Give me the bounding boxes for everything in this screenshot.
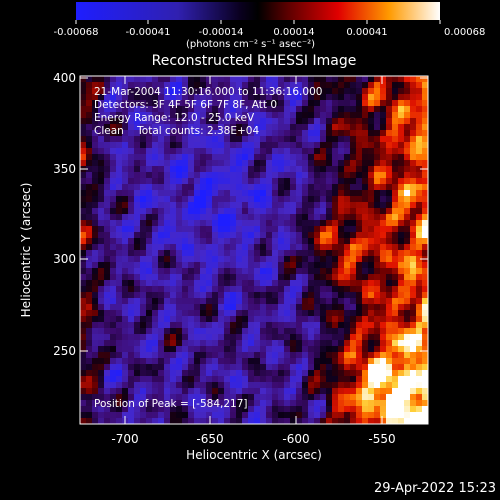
x-axis-label: Heliocentric X (arcsec) [186,448,322,462]
x-tick-label: -550 [368,432,396,446]
colorbar-tick-label: -0.00041 [125,27,171,38]
info-time: 21-Mar-2004 11:30:16.000 to 11:36:16.000 [94,86,323,98]
x-tick-label: -600 [282,432,310,446]
colorbar-tick-label: 0.00014 [273,27,315,38]
y-tick-label: 400 [53,71,76,85]
info-clean: Clean Total counts: 2.38E+04 [94,125,260,137]
rhessi-image [80,76,428,424]
timestamp: 29-Apr-2022 15:23 [374,481,496,496]
page-title: Reconstructed RHESSI Image [151,53,357,69]
y-ticks [80,77,428,352]
colorbar-ticks [75,20,441,24]
peak-position: Position of Peak = [-584,217] [94,398,248,410]
plot-frame [79,75,429,425]
y-tick-label: 250 [53,344,76,358]
x-tick-label: -700 [111,432,139,446]
info-energy: Energy Range: 12.0 - 25.0 keV [94,112,255,124]
colorbar-tick-label: -0.00014 [198,27,244,38]
colorbar [76,2,440,20]
colorbar-tick-label: -0.00068 [53,27,99,38]
info-detectors: Detectors: 3F 4F 5F 6F 7F 8F, Att 0 [94,99,278,111]
y-axis-label: Heliocentric Y (arcsec) [19,182,33,318]
colorbar-tick-label: 0.00068 [444,27,486,38]
y-tick-label: 350 [53,162,76,176]
x-tick-label: -650 [196,432,224,446]
x-ticks [124,76,383,424]
colorbar-unit: (photons cm⁻² s⁻¹ asec⁻²) [186,39,316,50]
y-tick-label: 300 [53,252,76,266]
colorbar-tick-label: 0.00041 [346,27,388,38]
